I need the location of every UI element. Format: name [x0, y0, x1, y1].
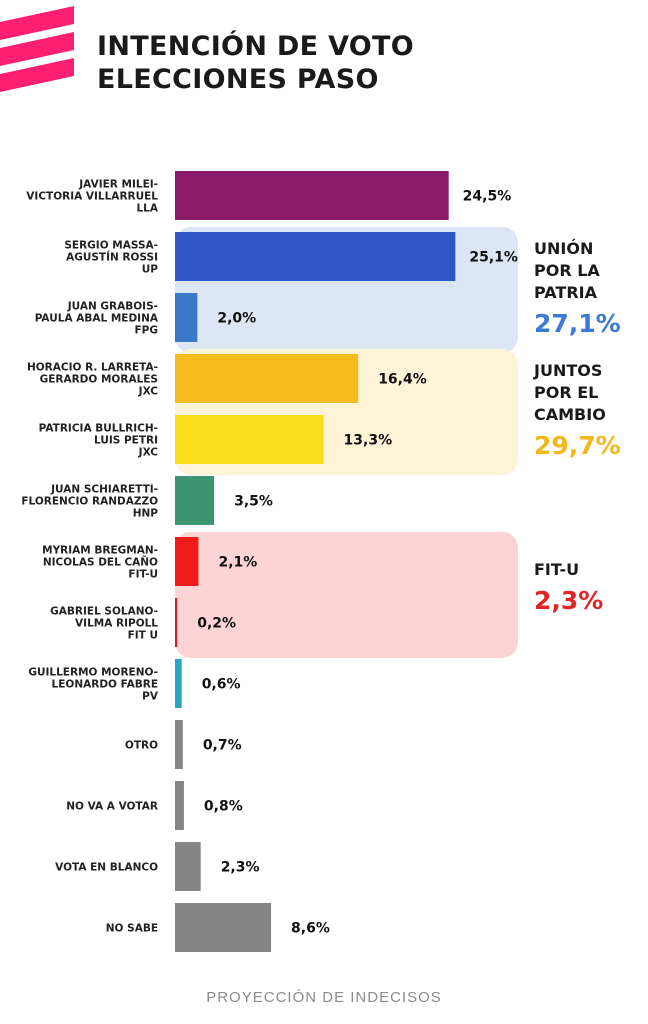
row-label: LLA [136, 203, 158, 215]
group-name: CAMBIO [534, 405, 606, 424]
row-label: PATRICIA BULLRICH- [39, 423, 158, 435]
chart-title-line-1: INTENCIÓN DE VOTO [97, 31, 415, 62]
value-label: 24,5% [463, 189, 512, 205]
group-total: 29,7% [534, 431, 621, 460]
row-label: FLORENCIO RANDAZZO [21, 496, 158, 508]
logo-stripe [0, 6, 74, 40]
bar [175, 842, 201, 891]
group-total: 2,3% [534, 586, 603, 615]
group-name: JUNTOS [533, 361, 602, 380]
bar [175, 781, 184, 830]
row-label: NO SABE [106, 923, 158, 935]
value-label: 8,6% [291, 921, 330, 937]
group-name: PATRIA [534, 283, 598, 302]
value-label: 2,0% [217, 311, 256, 327]
bar [175, 293, 198, 342]
bar [175, 659, 182, 708]
row-label: JXC [138, 447, 159, 459]
row-label: PV [142, 691, 159, 703]
row-label: GERARDO MORALES [40, 374, 158, 386]
value-label: 16,4% [378, 372, 427, 388]
row-label: UP [142, 264, 159, 276]
value-label: 0,6% [202, 677, 241, 693]
value-labels: 24,5% 25,1% 2,0% 16,4% 13,3% 3,5% 2,1% 0,2% 0,6%… [197, 189, 518, 937]
row-label: JXC [138, 386, 159, 398]
bar [175, 232, 456, 281]
row-label: FIT U [128, 630, 158, 642]
group-name: POR LA [534, 261, 600, 280]
value-label: 0,2% [197, 616, 236, 632]
row-label: JUAN GRABOIS- [67, 301, 158, 313]
row-label: AGUSTÍN ROSSI [66, 251, 158, 264]
value-label: 2,1% [218, 555, 257, 571]
group-totals: UNIÓN POR LA PATRIA 27,1% JUNTOS POR EL CAMBIO… [533, 239, 621, 615]
row-label: NICOLAS DEL CAÑO [43, 556, 158, 569]
bar [175, 537, 199, 586]
row-label: LUIS PETRI [94, 435, 158, 447]
chart-title-line-2: ELECCIONES PASO [97, 64, 379, 95]
bar [175, 720, 183, 769]
group-name: POR EL [534, 383, 598, 402]
group-total: 27,1% [534, 309, 621, 338]
chart-title: INTENCIÓN DE VOTO ELECCIONES PASO [97, 30, 414, 96]
row-label: HNP [133, 508, 159, 520]
value-label: 13,3% [344, 433, 393, 449]
bar [175, 171, 449, 220]
row-label: SERGIO MASSA- [64, 240, 158, 252]
row-label: FPG [135, 325, 159, 337]
value-label: 3,5% [234, 494, 273, 510]
row-label: VILMA RIPOLL [75, 618, 158, 630]
row-label: JUAN SCHIARETTI- [50, 484, 158, 496]
row-label: VICTORIA VILLARRUEL [26, 191, 158, 203]
value-label: 0,8% [204, 799, 243, 815]
row-label: MYRIAM BREGMAN- [42, 545, 158, 557]
row-label: GABRIEL SOLANO- [50, 606, 158, 618]
bar [175, 598, 178, 647]
bar [175, 415, 324, 464]
logo-stripe [0, 32, 74, 66]
row-label: LEONARDO FABRE [52, 679, 158, 691]
bar [175, 903, 272, 952]
group-name: FIT-U [534, 560, 579, 579]
group-name: UNIÓN [534, 239, 593, 258]
value-label: 0,7% [203, 738, 242, 754]
logo-stripe [0, 58, 74, 92]
row-label: VOTA EN BLANCO [55, 862, 158, 874]
row-label: HORACIO R. LARRETA- [27, 362, 158, 374]
row-label: FIT-U [128, 569, 158, 581]
bar [175, 354, 359, 403]
row-label: OTRO [125, 740, 158, 752]
row-label: GUILLERMO MORENO- [28, 667, 158, 679]
bars [175, 171, 456, 952]
value-label: 25,1% [469, 250, 518, 266]
group-background-2 [175, 531, 518, 658]
row-label: PAULA ABAL MEDINA [35, 313, 159, 325]
row-label: JAVIER MILEI- [78, 179, 158, 191]
row-label: NO VA A VOTAR [66, 801, 158, 813]
brand-logo-icon [0, 6, 74, 92]
footnote: PROYECCIÓN DE INDECISOS [206, 989, 442, 1006]
bar [175, 476, 215, 525]
value-label: 2,3% [221, 860, 260, 876]
